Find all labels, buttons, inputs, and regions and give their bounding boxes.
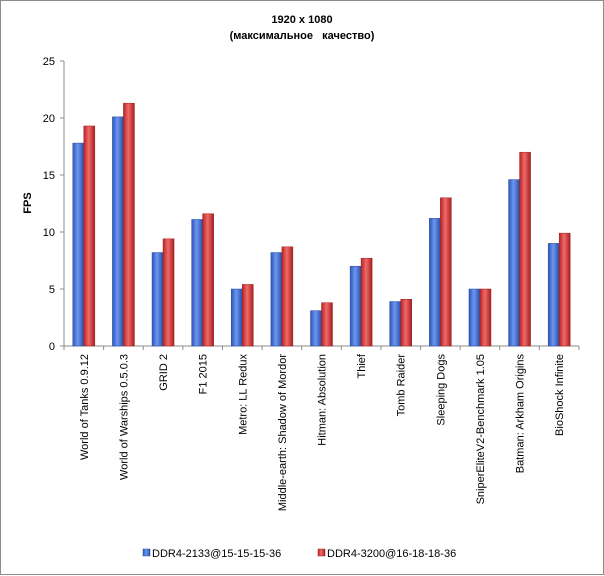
category-label: SniperEliteV2-Benchmark 1.05 <box>475 354 487 504</box>
bar-series-2-11 <box>519 151 531 347</box>
bar-series-2-5 <box>281 246 294 347</box>
bar-series-2-1 <box>123 102 135 347</box>
bar-series-2-9 <box>440 197 452 347</box>
bar-series-2-2 <box>162 238 175 347</box>
category-label: Thief <box>356 353 368 378</box>
bar-series-1-12 <box>547 243 560 347</box>
y-tick-label: 5 <box>49 284 55 296</box>
bar-series-1-5 <box>270 252 283 347</box>
y-tick-label: 10 <box>43 227 55 239</box>
bar-series-1-10 <box>468 288 481 347</box>
bar-series-1-7 <box>349 265 362 347</box>
chart-subtitle: (максимальное качество) <box>230 30 375 42</box>
y-tick-label: 20 <box>43 113 55 125</box>
y-tick-label: 25 <box>43 56 55 68</box>
category-label: World of Tanks 0.9.12 <box>79 354 91 460</box>
category-label: Tomb Raider <box>396 354 408 417</box>
category-label: World of Warships 0.5.0.3 <box>118 354 130 480</box>
bar-series-2-7 <box>360 257 373 347</box>
bar-series-1-3 <box>191 219 203 347</box>
bar-series-1-11 <box>508 179 520 347</box>
category-label: Hitman: Absolution <box>317 354 329 446</box>
bar-series-1-1 <box>112 116 124 347</box>
axes: 0 5 10 15 20 25 <box>43 56 580 353</box>
legend-swatch-series-1 <box>142 548 151 557</box>
bar-series-1-2 <box>151 252 164 347</box>
bar-series-2-10 <box>479 288 492 347</box>
bar-series-1-0 <box>72 142 85 347</box>
category-label: GRID 2 <box>158 354 170 391</box>
y-tick-label: 0 <box>49 341 55 353</box>
category-label: Sleeping Dogs <box>435 354 447 426</box>
y-axis-label: FPS <box>22 192 34 213</box>
bar-series-2-8 <box>400 299 412 347</box>
bar-series-1-6 <box>310 310 322 347</box>
category-label: Middle-earth: Shadow of Mordor <box>277 354 289 511</box>
bar-series-1-8 <box>389 301 401 347</box>
category-label: Batman: Arkham Origins <box>515 354 527 474</box>
bar-series-1-4 <box>231 288 243 347</box>
y-tick-label: 15 <box>43 170 55 182</box>
bar-series-2-3 <box>202 213 214 347</box>
bar-series-2-6 <box>321 302 333 347</box>
chart-title: 1920 x 1080 <box>271 14 332 26</box>
category-label: F1 2015 <box>198 354 210 394</box>
bar-series-1-9 <box>429 218 441 347</box>
legend: DDR4-2133@15-15-15-36 DDR4-3200@16-18-18… <box>142 548 456 560</box>
category-labels: World of Tanks 0.9.12 World of Warships 0… <box>79 353 566 511</box>
legend-label-series-1: DDR4-2133@15-15-15-36 <box>152 548 281 560</box>
bar-series-2-4 <box>242 284 254 347</box>
bar-series-2-0 <box>83 125 96 347</box>
bar-series-2-12 <box>558 232 571 347</box>
legend-swatch-series-2 <box>317 548 326 557</box>
bars-group <box>72 102 571 347</box>
category-label: Metro: LL Redux <box>237 354 249 435</box>
category-label: BioShock Infinite <box>554 354 566 436</box>
legend-label-series-2: DDR4-3200@16-18-18-36 <box>327 548 456 560</box>
